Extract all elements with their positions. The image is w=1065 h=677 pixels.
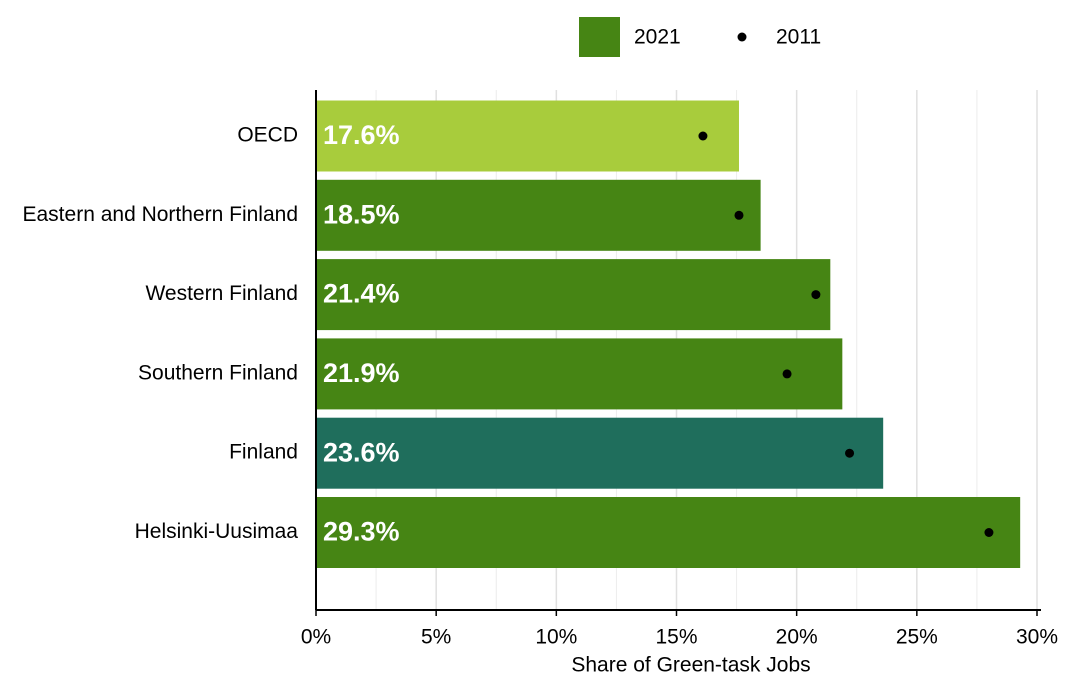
value-label: 21.9% bbox=[323, 358, 400, 388]
bar bbox=[316, 497, 1021, 568]
y-tick-label: Southern Finland bbox=[138, 361, 298, 384]
x-tick-label: 0% bbox=[301, 626, 331, 649]
x-axis-label: Share of Green-task Jobs bbox=[571, 654, 810, 677]
legend-label: 2021 bbox=[634, 26, 681, 49]
dot bbox=[811, 290, 821, 300]
legend-dot bbox=[737, 32, 747, 42]
y-tick-label: Western Finland bbox=[145, 282, 298, 305]
legend-label: 2011 bbox=[776, 26, 821, 49]
x-tick-label: 15% bbox=[655, 626, 697, 649]
y-tick-label: Eastern and Northern Finland bbox=[23, 203, 299, 226]
value-label: 18.5% bbox=[323, 199, 400, 229]
legend-swatch bbox=[579, 17, 620, 57]
bar bbox=[316, 100, 739, 172]
x-tick-label: 30% bbox=[1016, 626, 1058, 649]
bar bbox=[316, 417, 884, 489]
bar bbox=[316, 179, 761, 251]
dot bbox=[782, 369, 792, 379]
x-tick-label: 25% bbox=[896, 626, 938, 649]
value-label: 17.6% bbox=[323, 120, 400, 150]
value-label: 21.4% bbox=[323, 279, 400, 309]
value-label: 29.3% bbox=[323, 517, 400, 547]
bar bbox=[316, 259, 831, 331]
y-tick-label: Helsinki-Uusimaa bbox=[135, 520, 299, 543]
value-label: 23.6% bbox=[323, 437, 400, 467]
dot bbox=[984, 528, 994, 537]
x-tick-label: 10% bbox=[535, 626, 577, 649]
y-tick-label: OECD bbox=[237, 124, 298, 147]
dot bbox=[698, 131, 708, 141]
x-tick-label: 20% bbox=[776, 626, 818, 649]
dot bbox=[845, 448, 855, 458]
x-tick-label: 5% bbox=[421, 626, 451, 649]
bar bbox=[316, 338, 843, 410]
y-tick-label: Finland bbox=[229, 441, 298, 464]
dot bbox=[734, 210, 744, 220]
